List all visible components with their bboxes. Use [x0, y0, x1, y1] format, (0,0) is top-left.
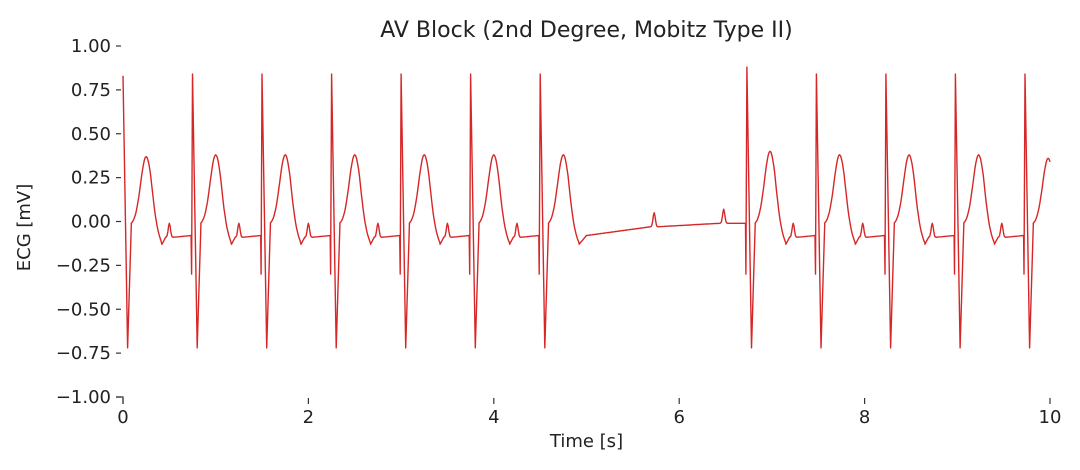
y-tick-label: −0.75	[56, 343, 111, 364]
y-tick-label: 0.00	[71, 212, 111, 233]
x-tick-label: 6	[673, 407, 684, 428]
x-tick-label: 10	[1039, 407, 1062, 428]
y-axis: 1.00 0.75 0.50 0.25 0.00 −0.25 −0.50 −0.75 −1.00	[56, 36, 121, 408]
y-tick-label: −0.25	[56, 255, 111, 276]
x-axis-label: Time [s]	[549, 431, 623, 452]
axis-corner	[116, 396, 124, 404]
chart-title: AV Block (2nd Degree, Mobitz Type II)	[380, 18, 793, 43]
y-tick-label: 0.75	[71, 80, 111, 101]
y-tick-label: 0.50	[71, 124, 111, 145]
x-tick-label: 8	[859, 407, 870, 428]
y-tick-label: 1.00	[71, 36, 111, 57]
x-tick-label: 4	[488, 407, 499, 428]
y-tick-label: −0.50	[56, 299, 111, 320]
x-tick-label: 0	[117, 407, 128, 428]
y-axis-label: ECG [mV]	[14, 184, 35, 272]
x-axis: 0 2 4 6 8 10	[116, 396, 1062, 428]
ecg-series-line	[122, 66, 1051, 349]
y-tick-label: −1.00	[56, 387, 111, 408]
y-tick-label: 0.25	[71, 168, 111, 189]
x-tick-label: 2	[303, 407, 314, 428]
